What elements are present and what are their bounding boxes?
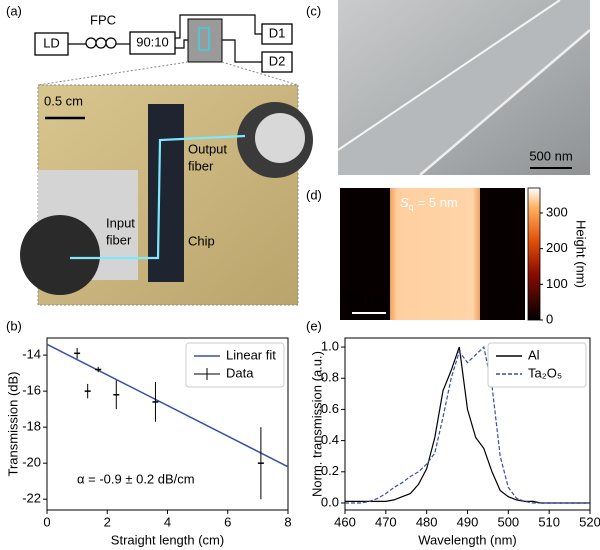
- fiber: [222, 39, 262, 63]
- x-tick-label: 2: [104, 514, 111, 529]
- fpc-label: FPC: [90, 12, 116, 27]
- colorbar: [527, 187, 541, 321]
- colorbar-tick-label: 0: [546, 311, 553, 326]
- legend-label: Linear fit: [226, 347, 276, 362]
- x-tick-label: 6: [224, 514, 231, 529]
- setup-diagram: LD FPC 90:10 D1 D2: [34, 12, 299, 86]
- y-tick-label: 0.4: [321, 432, 339, 447]
- photo-label: fiber: [106, 232, 132, 247]
- legend-label: Al: [528, 347, 540, 362]
- detector-box: [261, 51, 293, 73]
- fiber: [175, 14, 262, 39]
- panel-label: (b): [6, 318, 22, 333]
- fiber-holder: [255, 113, 305, 163]
- photo-label: fiber: [188, 158, 214, 173]
- x-tick-label: 8: [284, 514, 291, 529]
- roughness-subscript: q: [409, 202, 414, 212]
- zoom-line: [221, 61, 299, 86]
- panel-label: (d): [306, 187, 322, 202]
- x-tick-label: 490: [457, 514, 479, 529]
- chip-photo: 0.5 cm Output fiber Input fiber Chip: [20, 84, 313, 306]
- colorbar-tick-label: 100: [546, 276, 568, 291]
- y-tick-label: -22: [22, 491, 41, 506]
- annotation: α = -0.9 ± 0.2 dB/cm: [77, 471, 195, 486]
- fiber-coil: [95, 37, 107, 49]
- x-tick-label: 470: [375, 514, 397, 529]
- ld-label: LD: [43, 35, 60, 50]
- fiber-holder: [20, 215, 100, 295]
- light-path: [70, 134, 246, 260]
- y-tick-label: 1.0: [321, 338, 339, 353]
- x-tick-label: 4: [164, 514, 171, 529]
- photo-label: Input: [106, 215, 135, 230]
- x-tick-label: 510: [538, 514, 560, 529]
- splitter-label: 90:10: [136, 34, 169, 49]
- x-tick-label: 460: [334, 514, 356, 529]
- fiber-coil: [85, 37, 97, 49]
- y-axis-label: Norm. transmission (a.u.): [309, 351, 324, 497]
- colorbar-label: Height (nm): [574, 220, 589, 288]
- photo-label: Chip: [188, 233, 215, 248]
- detector-box: [261, 23, 293, 45]
- x-tick-label: 0: [43, 514, 50, 529]
- chip-box: [187, 18, 223, 63]
- y-tick-label: 0.2: [321, 463, 339, 478]
- roughness-symbol: S: [400, 195, 409, 210]
- panel-label: (e): [306, 318, 322, 333]
- scale-label: 500 nm: [529, 148, 572, 163]
- fiber-coil: [105, 37, 117, 49]
- splitter-box: [129, 31, 176, 55]
- y-axis-label: Transmission (dB): [5, 372, 20, 477]
- detector-label: D2: [269, 53, 286, 68]
- spectrum-line: [345, 346, 590, 504]
- chip: [148, 104, 184, 282]
- scale-label: 0.5 cm: [44, 93, 83, 108]
- ridge-edge: [419, 29, 591, 176]
- x-tick-label: 520: [579, 514, 600, 529]
- y-tick-label: 0.8: [321, 370, 339, 385]
- colorbar-tick-label: 200: [546, 240, 568, 255]
- y-tick-label: -20: [22, 455, 41, 470]
- zoom-line: [37, 61, 189, 86]
- y-tick-label: 0.0: [321, 494, 339, 509]
- y-tick-label: -18: [22, 419, 41, 434]
- panel-label: (c): [306, 3, 321, 18]
- afm-waveguide: [390, 188, 480, 320]
- x-tick-label: 500: [497, 514, 519, 529]
- fiber: [175, 39, 188, 49]
- x-axis-label: Wavelength (nm): [418, 532, 517, 547]
- panel-label: (a): [6, 3, 22, 18]
- waveguide-ridge: [338, 0, 590, 175]
- ridge-edge: [337, 0, 561, 151]
- photo-label: Output: [188, 141, 227, 156]
- fit-line: [46, 343, 289, 468]
- legend-label: Data: [226, 365, 254, 380]
- x-axis-label: Straight length (cm): [111, 532, 224, 547]
- legend-label: Ta₂O₅: [528, 365, 562, 380]
- scale-label: 500 nm: [342, 291, 385, 306]
- roughness-value: = 5 nm: [418, 195, 458, 210]
- y-tick-label: 0.6: [321, 401, 339, 416]
- spectrum-line: [345, 345, 590, 504]
- afm-image: Sq = 5 nm 500 nm: [340, 187, 541, 321]
- x-tick-label: 480: [416, 514, 438, 529]
- legend-box: [185, 342, 285, 388]
- roughness-label: Sq = 5 nm: [400, 195, 458, 212]
- legend-box: [487, 342, 587, 388]
- y-tick-label: -14: [22, 347, 41, 362]
- detector-label: D1: [269, 25, 286, 40]
- sem-image: 500 nm: [337, 0, 591, 176]
- chip-waveguide: [198, 27, 210, 51]
- colorbar-tick-label: 300: [546, 204, 568, 219]
- y-tick-label: -16: [22, 383, 41, 398]
